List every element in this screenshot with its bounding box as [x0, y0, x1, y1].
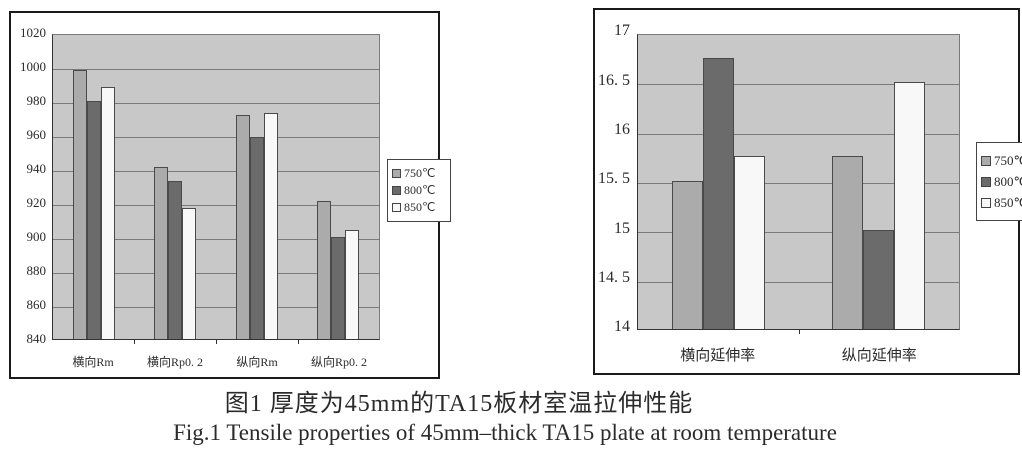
bar [345, 230, 360, 339]
plot-area [637, 34, 960, 330]
category-group [298, 35, 380, 339]
elongation-chart: 17 16. 5 16 15. 5 15 14. 5 14 横向延伸率 纵向延伸率 750℃ 800… [593, 8, 1022, 375]
x-axis-tick [134, 340, 135, 344]
gridline [53, 307, 379, 308]
figure-caption-english: Fig.1 Tensile properties of 45mm–thick T… [173, 420, 837, 445]
category-label: 纵向Rm [236, 355, 278, 369]
legend-item: 800℃ [981, 171, 1022, 192]
category-group [216, 35, 298, 339]
gridline [53, 103, 379, 104]
gridline [53, 171, 379, 172]
bar [671, 181, 703, 329]
legend-series-label: 800℃ [994, 173, 1022, 189]
tensile-strength-chart: 1020 1000 980 960 940 920 900 880 860 840 横向Rm 横向Rp… [9, 11, 451, 379]
legend-item: 800℃ [392, 182, 446, 199]
category-group [799, 35, 960, 329]
bar [154, 167, 169, 339]
bars-layer [53, 35, 379, 339]
category-label: 横向Rp0. 2 [146, 355, 203, 369]
bar [733, 156, 765, 329]
gridline [53, 137, 379, 138]
bar [832, 156, 864, 329]
legend-series-label: 750℃ [994, 152, 1022, 168]
y-axis-tick-label: 980 [26, 92, 47, 108]
gridline [53, 239, 379, 240]
legend: 750℃ 800℃ 850℃ [976, 142, 1022, 221]
y-axis-tick-label: 14 [614, 318, 630, 336]
legend-swatch [981, 176, 991, 187]
x-axis-tick [298, 340, 299, 344]
y-axis-tick-label: 1000 [20, 58, 46, 74]
bar [894, 82, 926, 329]
legend-swatch [981, 197, 991, 208]
bar [249, 136, 264, 339]
bar [168, 180, 183, 339]
legend-swatch [392, 186, 401, 195]
legend-swatch [392, 203, 401, 212]
legend-item: 850℃ [981, 192, 1022, 213]
y-axis-tick-label: 940 [26, 160, 47, 176]
y-axis-tick-label: 15 [614, 219, 630, 237]
gridline [638, 232, 959, 234]
category-label: 横向Rm [72, 355, 114, 369]
x-axis-tick [216, 340, 217, 344]
category-label: 横向延伸率 [680, 348, 756, 364]
legend: 750℃ 800℃ 850℃ [387, 159, 451, 222]
bar [86, 101, 101, 339]
gridline [53, 69, 379, 70]
bar [702, 57, 734, 329]
category-label: 纵向Rp0. 2 [310, 355, 367, 369]
y-axis-tick-label: 16 [614, 121, 630, 139]
y-axis-tick-label: 900 [26, 228, 47, 244]
bar [863, 230, 895, 329]
bar [235, 114, 250, 339]
gridline [638, 133, 959, 135]
legend-series-label: 750℃ [404, 166, 436, 180]
gridline [53, 205, 379, 206]
plot-area [52, 34, 380, 340]
legend-series-label: 800℃ [404, 183, 436, 197]
x-axis-tick [798, 330, 800, 334]
gridline [638, 281, 959, 283]
y-axis-tick-label: 840 [26, 330, 47, 346]
y-axis-tick-label: 16. 5 [598, 71, 630, 89]
y-axis-tick-label: 920 [26, 194, 47, 210]
legend-swatch [392, 169, 401, 178]
category-label: 纵向延伸率 [841, 348, 917, 364]
y-axis-tick-label: 960 [26, 126, 47, 142]
legend-item: 750℃ [392, 165, 446, 182]
bar [72, 70, 87, 339]
category-group [53, 35, 135, 339]
category-group [638, 35, 799, 329]
legend-item: 750℃ [981, 150, 1022, 171]
y-axis-tick-label: 1020 [20, 24, 46, 40]
y-axis-tick-label: 14. 5 [598, 269, 630, 287]
bar [331, 237, 346, 339]
legend-swatch [981, 155, 991, 166]
gridline [638, 183, 959, 184]
legend-item: 850℃ [392, 199, 446, 216]
bar [100, 87, 115, 339]
bar [182, 208, 197, 339]
figure-caption-chinese: 图1 厚度为45mm的TA15板材室温拉伸性能 [224, 391, 694, 417]
gridline [53, 273, 379, 274]
y-axis-tick-label: 17 [614, 22, 630, 40]
legend-series-label: 850℃ [994, 194, 1022, 210]
bar [317, 201, 332, 339]
bar [263, 112, 278, 339]
y-axis-tick-label: 15. 5 [598, 170, 630, 188]
y-axis-tick-label: 880 [26, 262, 47, 278]
legend-series-label: 850℃ [404, 200, 436, 214]
bars-layer [638, 35, 959, 329]
gridline [638, 84, 959, 86]
category-group [135, 35, 217, 339]
y-axis-tick-label: 860 [26, 296, 47, 312]
